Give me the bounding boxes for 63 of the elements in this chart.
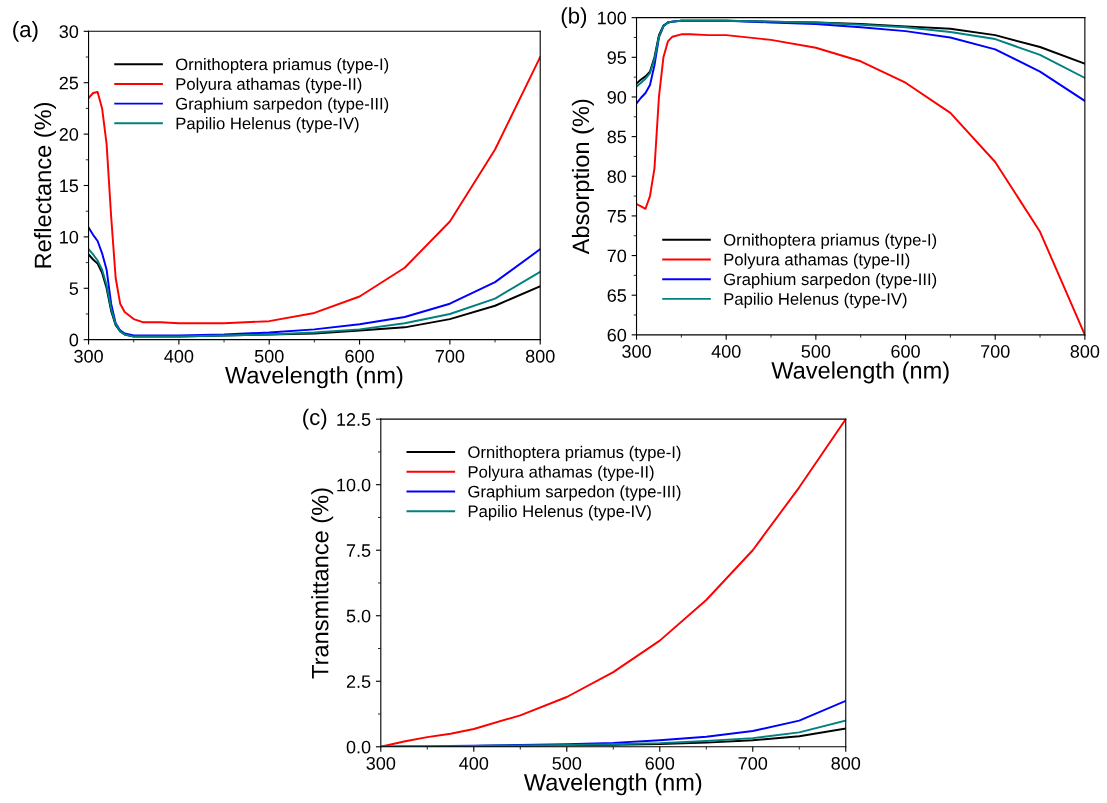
y-tick-label: 75 (607, 210, 627, 223)
y-tick-label: 2.5 (346, 675, 371, 688)
y-tick-label: 85 (607, 130, 627, 144)
x-tick-label: 400 (711, 345, 741, 358)
y-tick-label: 7.5 (346, 544, 371, 557)
y-tick-label: 70 (607, 249, 627, 263)
x-tick-label: 600 (345, 349, 374, 363)
y-tick-label: 30 (59, 25, 79, 39)
x-tick-label: 400 (164, 349, 194, 363)
y-tick-label: 80 (607, 170, 627, 183)
y-tick-label: 10 (60, 230, 79, 244)
x-axis-title: Wavelength (nm) (225, 366, 403, 389)
y-tick-label: 65 (607, 289, 627, 302)
chart-title: (a) (13, 20, 38, 42)
y-tick-label: 5.0 (346, 609, 371, 623)
x-tick-label: 700 (981, 345, 1010, 358)
legend-label: Papilio Helenus (type-IV) (176, 117, 359, 133)
y-axis-title: Transmittance (%) (311, 488, 334, 679)
legend-label: Ornithoptera priamus (type-I) (723, 233, 937, 250)
y-tick-label: 0.0 (346, 740, 371, 754)
x-axis-title: Wavelength (nm) (771, 361, 949, 384)
line-series (88, 226, 541, 337)
y-tick-label: 100 (598, 11, 627, 25)
y-tick-label: 0 (69, 333, 79, 347)
x-tick-label: 500 (254, 349, 284, 363)
x-axis-title: Wavelength (nm) (523, 773, 702, 796)
x-tick-label: 500 (801, 345, 831, 358)
legend-label: Ornithoptera priamus (type-I) (176, 57, 389, 74)
legend-label: Ornithoptera priamus (type-I) (468, 445, 681, 462)
y-axis-title: Reflectance (%) (33, 102, 56, 268)
x-tick-label: 700 (435, 349, 465, 363)
legend-label: Graphium sarpedon (type-III) (468, 485, 681, 501)
y-tick-label: 20 (59, 128, 79, 141)
x-tick-label: 800 (831, 756, 861, 770)
legend-label: Graphium sarpedon (type-III) (176, 97, 389, 113)
legend-label: Graphium sarpedon (type-III) (724, 272, 937, 289)
y-axis-title: Absorption (%) (571, 99, 594, 255)
legend-label: Papilio Helenus (type-IV) (468, 504, 651, 521)
x-tick-label: 300 (74, 349, 103, 363)
line-series (88, 56, 541, 325)
y-tick-label: 12.5 (337, 413, 371, 426)
x-tick-label: 500 (552, 756, 582, 770)
y-tick-label: 60 (607, 328, 627, 342)
y-tick-label: 95 (607, 51, 627, 65)
chart-title: (b) (561, 7, 587, 29)
y-tick-label: 5 (69, 282, 79, 295)
legend-label: Polyura athamas (type-II) (176, 77, 362, 94)
x-tick-label: 400 (459, 756, 489, 770)
x-tick-label: 800 (525, 349, 555, 363)
legend-label: Polyura athamas (type-II) (468, 465, 654, 482)
y-tick-label: 90 (607, 90, 627, 104)
x-tick-label: 800 (1070, 345, 1100, 358)
x-tick-label: 300 (622, 345, 651, 358)
x-tick-label: 600 (645, 756, 675, 770)
x-tick-label: 600 (891, 345, 920, 358)
legend-label: Papilio Helenus (type-IV) (724, 292, 907, 309)
y-tick-label: 25 (59, 76, 79, 90)
legend-label: Polyura athamas (type-II) (724, 253, 910, 269)
chart-title: (c) (303, 408, 327, 430)
x-tick-label: 700 (738, 756, 768, 770)
x-tick-label: 300 (366, 756, 396, 770)
y-tick-label: 15 (60, 179, 79, 193)
y-tick-label: 10.0 (337, 478, 371, 492)
